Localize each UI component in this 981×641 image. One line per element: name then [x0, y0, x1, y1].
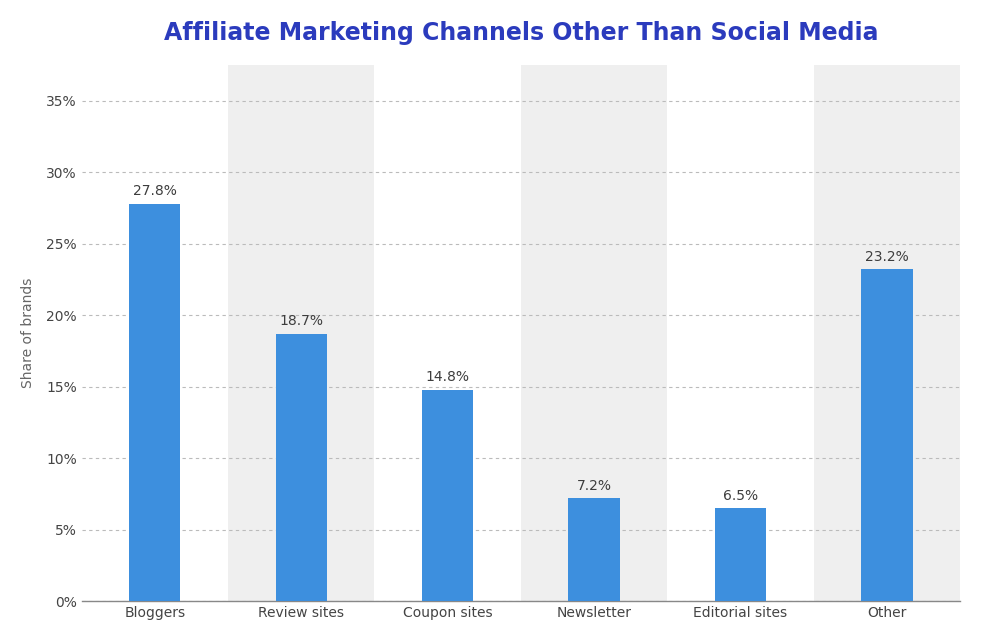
Text: 27.8%: 27.8%: [132, 184, 177, 198]
Text: 23.2%: 23.2%: [865, 250, 908, 263]
Title: Affiliate Marketing Channels Other Than Social Media: Affiliate Marketing Channels Other Than …: [164, 21, 878, 45]
Text: 6.5%: 6.5%: [723, 488, 758, 503]
Bar: [276, 334, 327, 601]
Bar: [568, 498, 620, 601]
Text: 14.8%: 14.8%: [426, 370, 470, 384]
Bar: [129, 204, 181, 601]
Text: 18.7%: 18.7%: [280, 314, 323, 328]
Bar: [861, 269, 912, 601]
Bar: [228, 65, 375, 601]
Bar: [715, 508, 766, 601]
Bar: [813, 65, 960, 601]
Y-axis label: Share of brands: Share of brands: [21, 278, 35, 388]
Bar: [521, 65, 667, 601]
Bar: [422, 390, 473, 601]
Text: 7.2%: 7.2%: [577, 479, 611, 492]
